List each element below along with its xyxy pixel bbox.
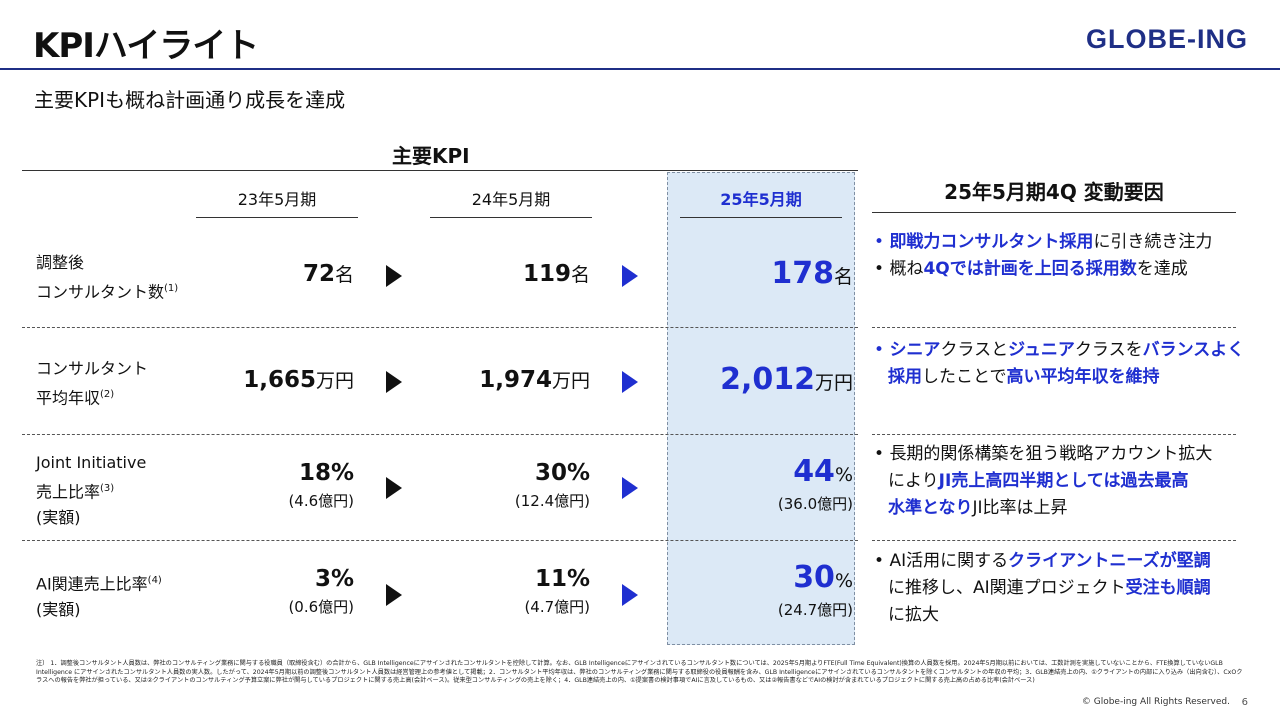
footnote: 注） 1．調整後コンサルタント人員数は、弊社のコンサルティング業務に関与する役職… (36, 660, 1243, 684)
arrow-right-icon (386, 371, 402, 393)
value-fy24: 11% (4.7億円) (524, 566, 590, 616)
value-fy24: 1,974万円 (479, 367, 590, 393)
row-label-joint-initiative: Joint Initiative 売上比率(3) (実額) (36, 453, 147, 528)
page-subtitle: 主要KPIも概ね計画通り成長を達成 (34, 88, 346, 112)
arrow-right-icon (386, 584, 402, 606)
value-fy23: 72名 (302, 261, 354, 287)
row-label-consultants: 調整後 コンサルタント数(1) (36, 253, 179, 302)
row-divider (22, 434, 858, 435)
copyright: © Globe-ing All Rights Reserved. (1081, 697, 1230, 707)
value-fy25: 30% (24.7億円) (777, 560, 853, 619)
period-header-fy24: 24年5月期 (430, 186, 592, 218)
factors-rule (872, 212, 1236, 213)
company-logo: GLOBE-ING (1086, 24, 1248, 54)
kpi-table-heading: 主要KPI (392, 144, 470, 168)
arrow-right-icon (622, 584, 638, 606)
arrow-right-icon (622, 371, 638, 393)
period-header-fy23: 23年5月期 (196, 186, 358, 218)
factor-divider (872, 434, 1236, 435)
value-fy25: 44% (36.0億円) (777, 454, 853, 513)
arrow-right-icon (622, 477, 638, 499)
row-label-ai-revenue: AI関連売上比率(4) (実額) (36, 574, 162, 620)
current-period-highlight (667, 172, 855, 645)
value-fy23: 1,665万円 (243, 367, 354, 393)
period-header-fy25: 25年5月期 (680, 186, 842, 218)
header-divider (0, 68, 1280, 70)
value-fy24: 119名 (522, 261, 590, 287)
arrow-right-icon (386, 265, 402, 287)
row-label-avg-salary: コンサルタント 平均年収(2) (36, 359, 149, 408)
factors-heading: 25年5月期4Q 変動要因 (944, 180, 1164, 204)
arrow-right-icon (622, 265, 638, 287)
factor-avg-salary: • シニアクラスとジュニアクラスをバランスよく 採用したことで高い平均年収を維持 (874, 340, 1245, 387)
factor-divider (872, 327, 1236, 328)
value-fy25: 178名 (771, 256, 853, 291)
value-fy23: 3% (0.6億円) (288, 566, 354, 616)
row-divider (22, 540, 858, 541)
factor-joint-initiative: • 長期的関係構築を狙う戦略アカウント拡大 によりJI売上高四半期としては過去最… (874, 444, 1213, 518)
page-number: 6 (1241, 697, 1248, 708)
table-top-rule (22, 170, 858, 171)
value-fy24: 30% (12.4億円) (514, 460, 590, 510)
arrow-right-icon (386, 477, 402, 499)
value-fy25: 2,012万円 (720, 362, 853, 397)
value-fy23: 18% (4.6億円) (288, 460, 354, 510)
factor-divider (872, 540, 1236, 541)
page-title: KPIハイライト (33, 26, 259, 66)
factor-consultants: • 即戦力コンサルタント採用に引き続き注力 • 概ね4Qでは計画を上回る採用数を… (874, 232, 1213, 279)
row-divider (22, 327, 858, 328)
factor-ai-revenue: • AI活用に関するクライアントニーズが堅調 に推移し、AI関連プロジェクト受注… (874, 551, 1211, 625)
